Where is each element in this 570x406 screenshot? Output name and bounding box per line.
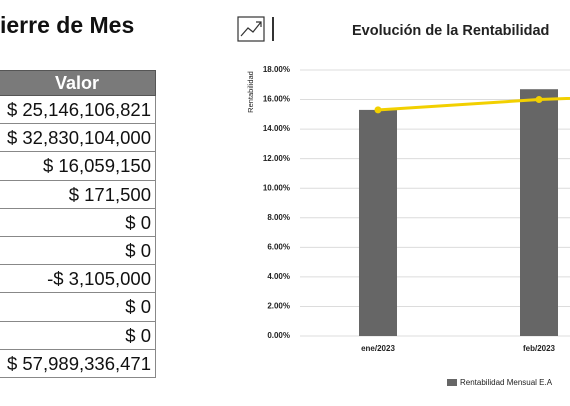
y-tick-label: 8.00% [267,213,290,222]
y-tick-label: 6.00% [267,242,290,251]
y-tick-label: 10.00% [263,183,290,192]
bar [359,109,397,337]
table-cell: $ 16,059,150 [0,152,156,181]
chart-icon [237,16,274,42]
table-cell: -$ 3,105,000 [0,265,156,294]
table: Valor $ 25,146,106,821 $ 32,830,104,000 $ … [0,70,156,378]
table-header: Valor [0,70,156,96]
y-tick-label: 18.00% [263,65,290,74]
table-cell: $ 0 [0,321,156,350]
y-tick-label: 14.00% [263,124,290,133]
table-cell: $ 0 [0,236,156,266]
x-tick-label: ene/2023 [361,344,395,353]
y-tick-label: 12.00% [263,154,290,163]
line-point [535,96,543,104]
bar [520,89,558,336]
table-cell: $ 171,500 [0,180,156,209]
table-cell: $ 32,830,104,000 [0,124,156,153]
y-tick-label: 4.00% [267,272,290,281]
table-cell: $ 57,989,336,471 [0,349,156,378]
y-axis-label: Rentabilidad [246,71,255,113]
table-cell: $ 0 [0,293,156,322]
chart-title: Evolución de la Rentabilidad [352,23,549,39]
y-tick-label: 16.00% [263,95,290,104]
legend-label: Rentabilidad Mensual E.A [460,378,553,387]
line-point [374,106,382,114]
table-cell: $ 25,146,106,821 [0,96,156,125]
page-title: ierre de Mes [0,12,135,38]
legend-swatch [447,379,457,386]
y-tick-label: 2.00% [267,302,290,311]
y-tick-label: 0.00% [267,331,290,340]
x-tick-label: feb/2023 [523,344,556,353]
table-cell: $ 0 [0,208,156,237]
